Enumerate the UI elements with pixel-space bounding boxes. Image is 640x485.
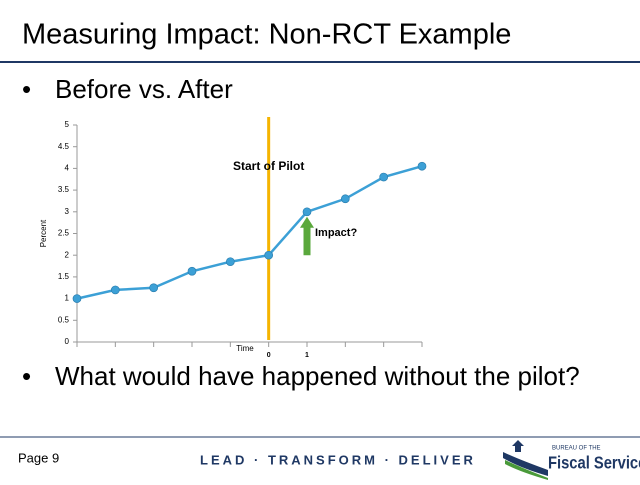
bullet: What would have happened without the pil… [55, 361, 580, 391]
annotation: Impact? [315, 227, 357, 239]
y-tick-label: 1.5 [58, 272, 70, 281]
slide-title: Measuring Impact: Non-RCT Example [22, 19, 511, 51]
annotation: Start of Pilot [233, 159, 304, 173]
y-axis-label: Percent [39, 219, 48, 247]
y-tick-label: 2 [65, 250, 70, 259]
point [149, 283, 159, 293]
x-axis-label: Time [236, 344, 254, 353]
point [340, 194, 350, 204]
series-line [76, 165, 423, 300]
y-tick-label: 5 [65, 120, 70, 129]
y-tick-label: 3.5 [58, 185, 70, 194]
y-tick-label: 1 [65, 294, 70, 303]
bullet-dot: • [22, 74, 31, 104]
point [264, 250, 274, 260]
impact-arrow [300, 216, 314, 256]
x-tick-label: 0 [267, 352, 271, 359]
point [379, 172, 389, 182]
logo-top: BUREAU OF THE [552, 446, 601, 452]
point [110, 285, 120, 295]
point [72, 294, 82, 303]
y-tick-label: 0.5 [58, 315, 70, 324]
point [417, 161, 427, 171]
logo-eagle [512, 440, 524, 452]
logo-name: Fiscal Service [548, 453, 640, 473]
logo-swoosh [505, 460, 548, 480]
y-tick-label: 3 [65, 207, 70, 216]
logo: BUREAU OF THE Fiscal Service [503, 440, 640, 480]
y-tick-label: 0 [65, 337, 70, 346]
bullet: Before vs. After [55, 74, 233, 104]
point [302, 207, 312, 217]
y-tick-label: 4.5 [58, 142, 70, 151]
chart: 0 0.5 1 1.5 2 2.5 3 3.5 4 4.5 5 0 1 Time Percent Start … [39, 117, 427, 359]
tagline: LEAD · TRANSFORM · DELIVER [200, 452, 476, 467]
x-tick-label: 1 [305, 352, 309, 359]
y-tick-label: 4 [65, 164, 70, 173]
point [225, 257, 235, 267]
bullet-dot: • [22, 361, 31, 391]
y-tick-label: 2.5 [58, 229, 70, 238]
point [187, 266, 197, 276]
logo-swoosh [503, 452, 548, 476]
page-number: Page 9 [18, 450, 59, 465]
